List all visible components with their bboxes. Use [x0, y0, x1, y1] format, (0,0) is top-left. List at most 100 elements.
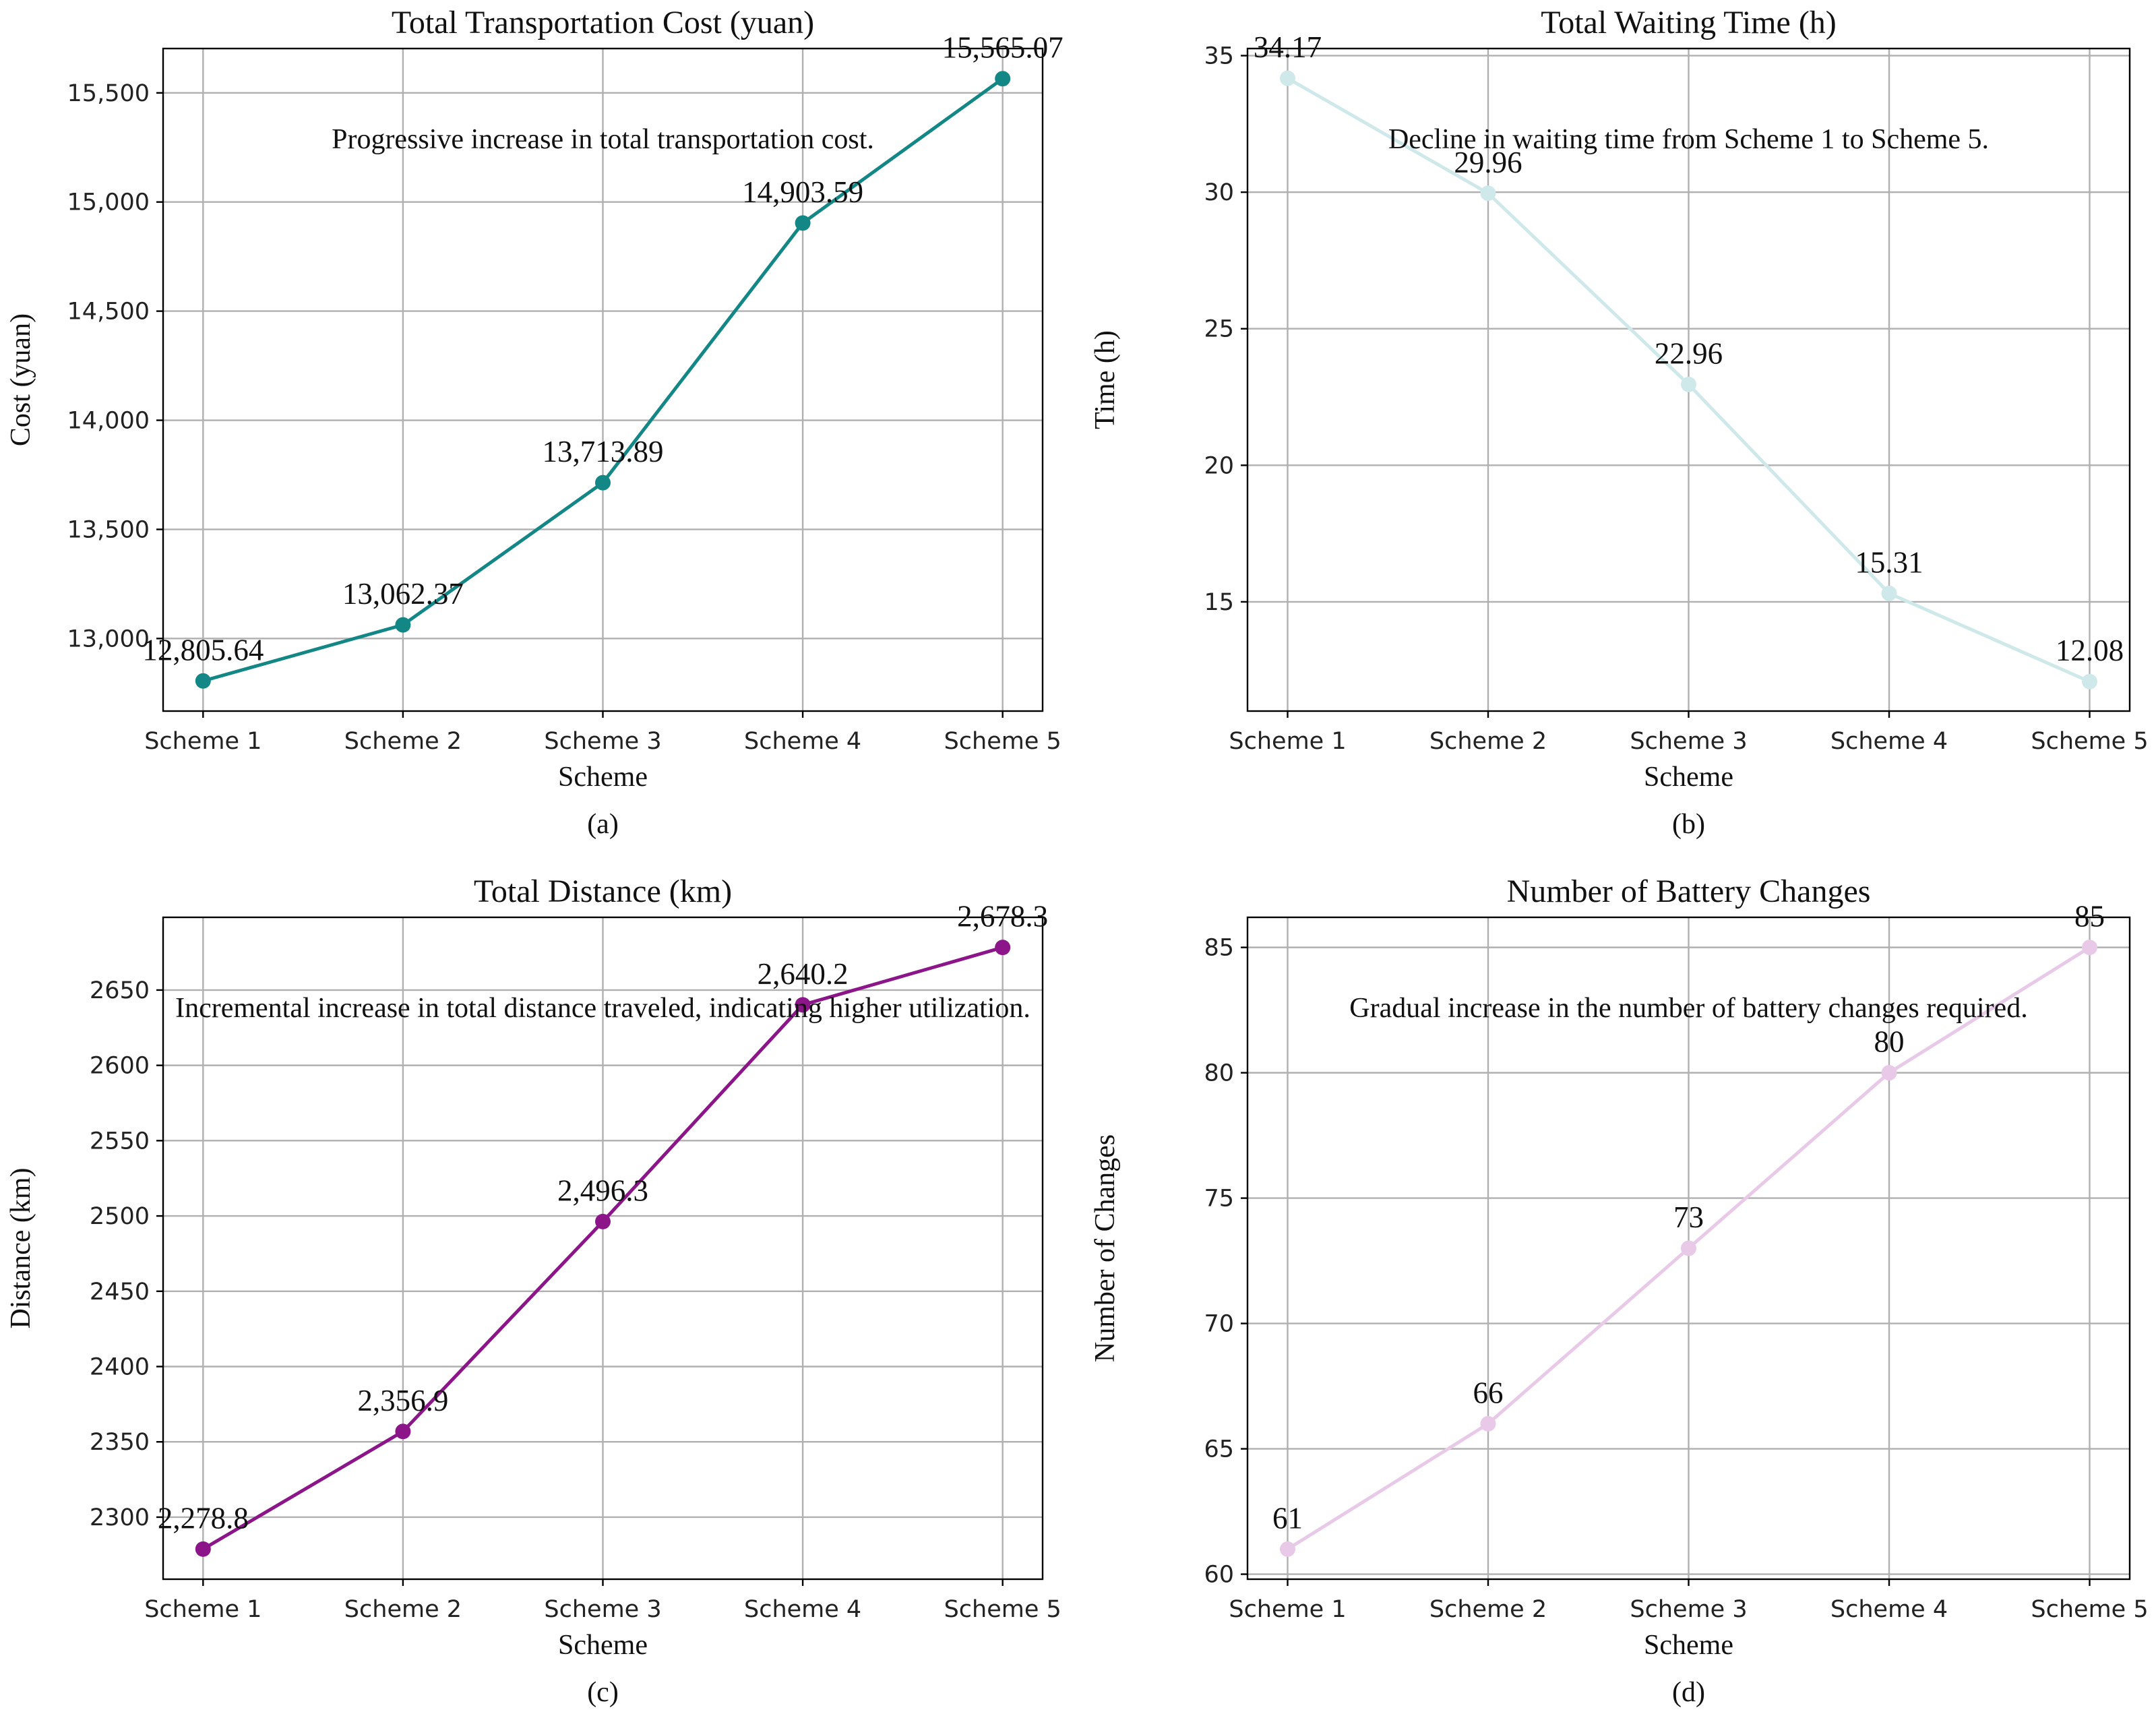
data-point [995, 71, 1011, 87]
data-point [795, 997, 811, 1013]
x-tick-label: Scheme 5 [2031, 1596, 2148, 1623]
data-point [2082, 673, 2097, 690]
annotation-text: Progressive increase in total transporta… [332, 124, 874, 155]
chart-battery-changes: 60 65 70 75 80 85 Scheme 1 Scheme 2 Scheme 3 Sche… [1090, 874, 2149, 1708]
x-tick-label: Scheme 5 [2031, 728, 2148, 755]
x-tick-label: Scheme 4 [744, 1596, 861, 1623]
data-label: 15.31 [1855, 545, 1923, 579]
x-tick-label: Scheme 5 [944, 728, 1061, 755]
y-tick-label: 2650 [90, 977, 150, 1004]
x-tick-label: Scheme 3 [1630, 1596, 1747, 1623]
x-tick-label: Scheme 4 [1830, 1596, 1948, 1623]
data-label: 34.17 [1254, 30, 1322, 64]
data-label: 22.96 [1655, 336, 1723, 370]
x-tick-label: Scheme 1 [1229, 1596, 1346, 1623]
y-tick-label: 14,500 [67, 299, 150, 326]
y-tick-label: 15,000 [67, 189, 150, 216]
y-tick-label: 35 [1204, 43, 1234, 70]
x-tick-label: Scheme 4 [1830, 728, 1948, 755]
x-tick-label: Scheme 3 [1630, 728, 1747, 755]
data-point [1681, 1240, 1696, 1256]
y-tick-label: 2550 [90, 1128, 150, 1155]
y-axis-label: Time (h) [1090, 330, 1121, 429]
subfigure-caption: (d) [1672, 1677, 1705, 1708]
x-tick-label: Scheme 2 [344, 728, 462, 755]
y-tick-label: 2300 [90, 1504, 150, 1531]
chart-title: Total Transportation Cost (yuan) [392, 5, 814, 40]
x-axis-label: Scheme [1644, 1630, 1733, 1661]
subfigure-caption: (c) [587, 1677, 619, 1708]
y-tick-label: 75 [1204, 1186, 1234, 1213]
data-label: 85 [2074, 900, 2105, 933]
y-tick-label: 25 [1204, 316, 1234, 343]
chart-distance: 2300 2350 2400 2450 2500 2550 2600 2650 Scheme 1… [5, 874, 1061, 1708]
chart-title: Total Distance (km) [474, 874, 732, 909]
data-label: 13,713.89 [543, 435, 664, 468]
chart-cost: 13,000 13,500 14,000 14,500 15,000 15,500 Sche… [5, 5, 1064, 840]
y-tick-label: 70 [1204, 1311, 1234, 1338]
data-label: 14,903.59 [742, 175, 863, 209]
data-point [1280, 1541, 1295, 1557]
y-tick-label: 65 [1204, 1436, 1234, 1463]
x-tick-label: Scheme 2 [1429, 1596, 1547, 1623]
data-label: 12.08 [2056, 634, 2124, 667]
data-point [1480, 1415, 1496, 1432]
data-label: 66 [1473, 1376, 1504, 1409]
chart-title: Number of Battery Changes [1507, 874, 1871, 909]
chart-waiting-time: 15 20 25 30 35 Scheme 1 Scheme 2 Scheme 3 Scheme… [1090, 5, 2149, 840]
x-tick-label: Scheme 2 [344, 1596, 462, 1623]
x-tick-label: Scheme 1 [144, 1596, 261, 1623]
subfigure-caption: (b) [1672, 809, 1705, 840]
data-point [395, 1424, 411, 1440]
data-point [195, 1541, 211, 1557]
x-tick-label: Scheme 4 [744, 728, 861, 755]
data-point [595, 1213, 611, 1229]
x-tick-label: Scheme 2 [1429, 728, 1547, 755]
data-point [1881, 1065, 1897, 1081]
data-point [795, 215, 811, 231]
y-tick-label: 15,500 [67, 80, 150, 107]
data-point [195, 673, 211, 689]
data-label: 80 [1874, 1025, 1905, 1059]
data-point [995, 940, 1011, 956]
data-label: 2,278.8 [158, 1501, 249, 1535]
x-tick-label: Scheme 5 [944, 1596, 1061, 1623]
y-tick-label: 2500 [90, 1203, 150, 1230]
data-label: 61 [1272, 1501, 1303, 1535]
y-axis-label: Distance (km) [5, 1167, 36, 1328]
y-tick-label: 13,000 [67, 625, 150, 652]
data-point [2082, 940, 2097, 956]
y-axis-label: Cost (yuan) [5, 313, 36, 446]
annotation-text: Gradual increase in the number of batter… [1349, 993, 2027, 1024]
data-label: 2,640.2 [758, 957, 849, 991]
x-tick-label: Scheme 1 [144, 728, 261, 755]
x-axis-label: Scheme [1644, 762, 1733, 793]
y-tick-label: 14,000 [67, 408, 150, 435]
data-label: 73 [1673, 1200, 1704, 1234]
chart-title: Total Waiting Time (h) [1541, 5, 1837, 40]
y-tick-label: 2400 [90, 1354, 150, 1381]
data-label: 2,678.3 [957, 900, 1048, 933]
y-tick-label: 2450 [90, 1279, 150, 1306]
data-label: 2,356.9 [357, 1384, 448, 1417]
annotation-text: Decline in waiting time from Scheme 1 to… [1388, 124, 1989, 155]
data-point [1480, 185, 1496, 202]
x-axis-label: Scheme [558, 762, 648, 793]
annotation-text: Incremental increase in total distance t… [175, 993, 1030, 1024]
data-label: 2,496.3 [557, 1173, 648, 1207]
data-point [1280, 70, 1295, 86]
y-tick-label: 30 [1204, 179, 1234, 206]
y-tick-label: 85 [1204, 935, 1234, 962]
y-tick-label: 13,500 [67, 516, 150, 543]
data-point [595, 475, 611, 491]
y-axis-label: Number of Changes [1090, 1134, 1121, 1362]
x-tick-label: Scheme 3 [544, 1596, 661, 1623]
y-tick-label: 2350 [90, 1429, 150, 1456]
x-axis-label: Scheme [558, 1630, 648, 1661]
subfigure-caption: (a) [587, 809, 619, 840]
y-tick-label: 15 [1204, 589, 1234, 616]
data-point [1881, 585, 1897, 601]
data-label: 13,062.37 [342, 577, 464, 611]
y-tick-label: 20 [1204, 452, 1234, 479]
